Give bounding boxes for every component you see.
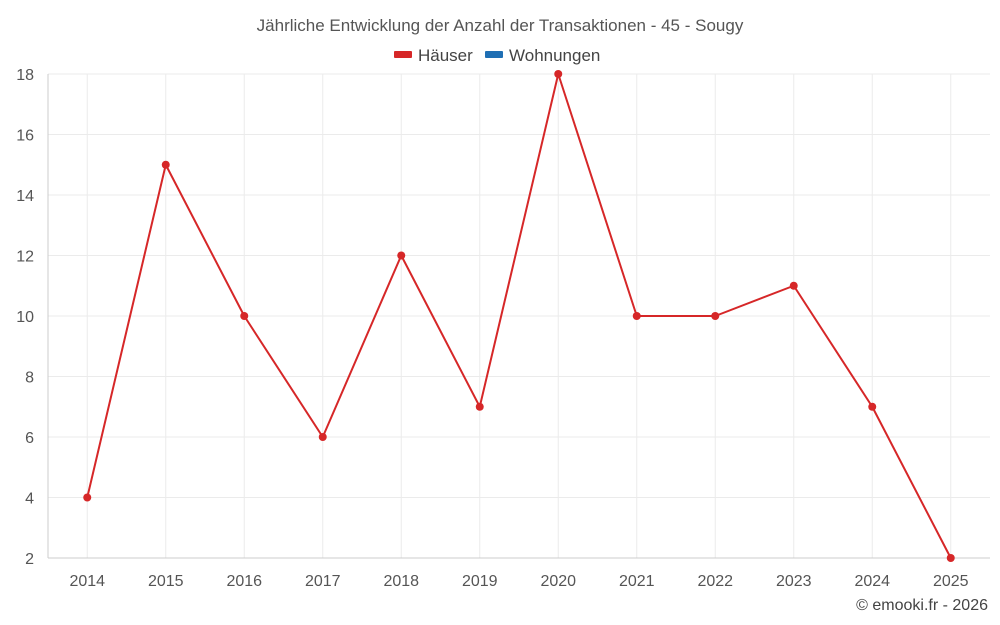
data-point-2023 bbox=[789, 281, 798, 290]
y-tick-label-16: 16 bbox=[16, 128, 34, 145]
x-tick-label-2015: 2015 bbox=[148, 573, 184, 590]
x-tick-label-2024: 2024 bbox=[854, 573, 890, 590]
legend: Häuser Wohnungen bbox=[394, 46, 600, 65]
y-tick-label-6: 6 bbox=[25, 430, 34, 447]
data-point-2014 bbox=[83, 493, 92, 502]
x-tick-label-2025: 2025 bbox=[933, 573, 969, 590]
x-tick-label-2014: 2014 bbox=[69, 573, 105, 590]
data-point-2018 bbox=[397, 251, 406, 260]
chart-title: Jährliche Entwicklung der Anzahl der Tra… bbox=[257, 16, 744, 35]
y-tick-label-2: 2 bbox=[25, 551, 34, 568]
legend-swatch-wohnungen bbox=[485, 51, 503, 58]
x-tick-label-2017: 2017 bbox=[305, 573, 341, 590]
data-point-2016 bbox=[240, 312, 249, 320]
x-tick-label-2021: 2021 bbox=[619, 573, 655, 590]
x-tick-label-2018: 2018 bbox=[383, 573, 419, 590]
y-tick-label-12: 12 bbox=[16, 249, 34, 266]
x-tick-label-2016: 2016 bbox=[226, 573, 262, 590]
legend-label-wohnungen: Wohnungen bbox=[509, 46, 600, 65]
axes: 2 4 6 8 10 12 14 16 18 2014 2015 2016 2017 2018 2019 20… bbox=[16, 67, 990, 590]
credit-text: © emooki.fr - 2026 bbox=[856, 597, 988, 614]
y-tick-label-4: 4 bbox=[25, 491, 34, 508]
series-haeuser bbox=[83, 70, 955, 562]
data-point-2015 bbox=[161, 160, 170, 169]
y-tick-label-8: 8 bbox=[25, 370, 34, 387]
legend-swatch-haeuser bbox=[394, 51, 412, 58]
data-point-2020 bbox=[554, 70, 563, 78]
y-tick-label-18: 18 bbox=[16, 67, 34, 84]
grid bbox=[48, 73, 990, 558]
legend-item-wohnungen[interactable]: Wohnungen bbox=[485, 46, 600, 65]
series-line-haeuser bbox=[86, 73, 952, 559]
x-tick-label-2019: 2019 bbox=[462, 573, 498, 590]
data-point-2024 bbox=[868, 402, 877, 411]
data-point-2025 bbox=[946, 554, 955, 562]
y-tick-label-10: 10 bbox=[16, 309, 34, 326]
x-tick-label-2020: 2020 bbox=[540, 573, 576, 590]
data-point-2017 bbox=[318, 433, 327, 441]
y-tick-label-14: 14 bbox=[16, 188, 34, 205]
data-point-2019 bbox=[475, 402, 484, 411]
x-tick-label-2022: 2022 bbox=[697, 573, 733, 590]
data-point-2022 bbox=[711, 312, 720, 320]
legend-item-haeuser[interactable]: Häuser bbox=[394, 46, 473, 65]
x-tick-label-2023: 2023 bbox=[776, 573, 812, 590]
legend-label-haeuser: Häuser bbox=[418, 46, 473, 65]
data-point-2021 bbox=[632, 312, 641, 320]
